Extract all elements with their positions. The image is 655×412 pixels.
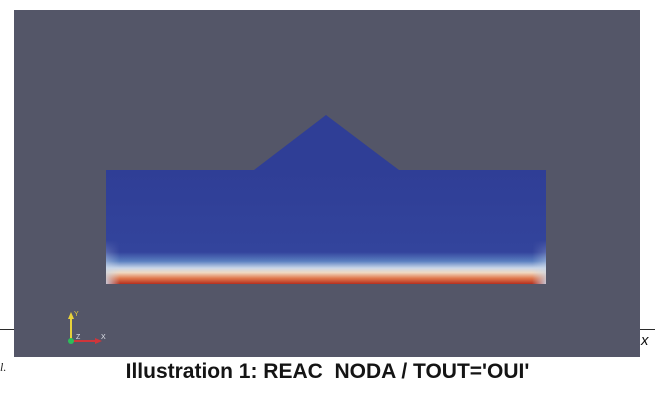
- render-canvas: [106, 115, 546, 284]
- page-rule-right: [640, 329, 655, 330]
- y-axis-arrow-icon: [68, 312, 74, 319]
- side-fragment-right: x: [641, 332, 649, 349]
- mesh-left-edge-highlight: [106, 240, 120, 284]
- render-viewport[interactable]: Y Z X: [14, 10, 640, 357]
- x-axis-label: X: [101, 334, 106, 341]
- y-axis-label: Y: [74, 311, 79, 318]
- z-axis-label: Z: [76, 334, 81, 341]
- z-axis-dot-icon: [68, 338, 74, 344]
- mesh-body: [106, 170, 546, 284]
- figure-caption: Illustration 1: REAC NODA / TOUT='OUI': [125, 360, 530, 383]
- x-axis-arrow-icon: [95, 338, 102, 344]
- mesh-right-edge-highlight: [532, 240, 546, 284]
- roof-triangle: [254, 115, 399, 170]
- axes-triad: Y Z X: [68, 311, 106, 344]
- side-fragment-left: l.: [0, 360, 7, 374]
- page-rule-left: [0, 329, 14, 330]
